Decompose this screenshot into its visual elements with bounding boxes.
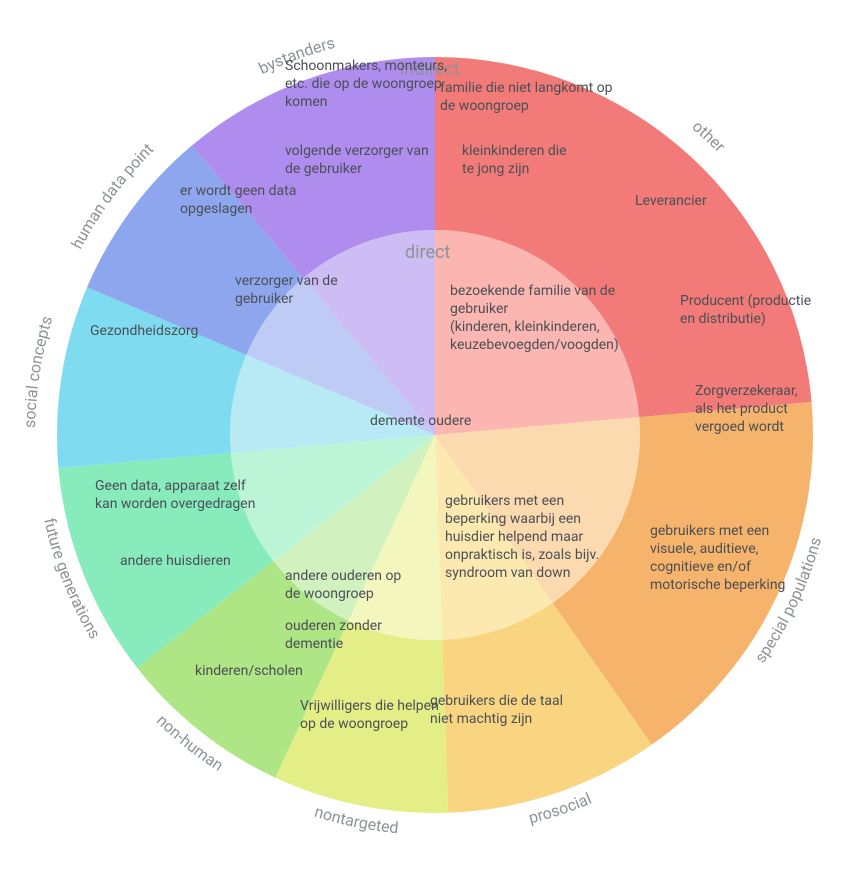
item-outer-non-human-0: andere huisdieren <box>120 553 231 569</box>
category-label-other: other <box>689 116 730 156</box>
item-outer-other-4: Zorgverzekeraar,als het productvergoed w… <box>695 383 798 435</box>
sunburst-chart: directindirectotherspecial populationspr… <box>0 0 867 891</box>
item-outer-social-concepts-0: Gezondheidszorg <box>90 323 198 339</box>
item-outer-nontargeted-0: kinderen/scholen <box>195 663 303 679</box>
category-label-social-concepts: social concepts <box>20 314 56 429</box>
item-outer-other-2: Leverancier <box>635 193 707 209</box>
item-inner-other-1: demente oudere <box>370 413 471 429</box>
ring-label-inner: direct <box>405 242 450 263</box>
